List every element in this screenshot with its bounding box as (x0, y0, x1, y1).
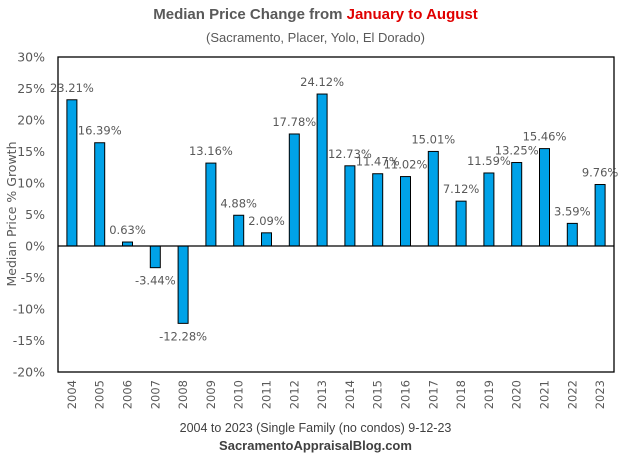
bar (205, 162, 217, 247)
chart-title: Median Price Change from January to Augu… (0, 6, 631, 23)
plot-frame (57, 56, 615, 373)
data-label: 3.59% (554, 204, 591, 218)
y-tick-label: -20% (13, 365, 45, 380)
data-label: 11.47% (356, 155, 400, 169)
x-tick-label: 2022 (565, 380, 579, 409)
y-tick-label: 30% (17, 50, 45, 65)
y-tick-label: 0% (25, 239, 45, 254)
data-label: 23.21% (50, 81, 94, 95)
x-tick-label: 2005 (93, 380, 107, 409)
bars (66, 93, 606, 324)
x-tick-label: 2009 (204, 380, 218, 409)
x-tick-label: 2018 (454, 380, 468, 409)
x-tick-label: 2012 (287, 380, 301, 409)
data-label: 24.12% (300, 75, 344, 89)
data-label: 0.63% (109, 223, 146, 237)
x-tick-label: 2020 (510, 380, 524, 409)
data-label: 15.01% (411, 132, 455, 146)
data-label: -3.44% (135, 274, 176, 288)
y-axis-label: Median Price % Growth (4, 141, 19, 286)
data-label: 11.02% (384, 158, 428, 172)
bar (66, 99, 78, 247)
chart-subtitle: (Sacramento, Placer, Yolo, El Dorado) (206, 30, 425, 45)
bar (539, 148, 550, 247)
x-tick-label: 2011 (260, 380, 274, 409)
bar (455, 200, 467, 247)
data-labels: 23.21% 16.39% 0.63% -3.44% -12.28% 13.16% 4.88… (50, 75, 618, 343)
data-label: 7.12% (443, 182, 480, 196)
x-tick-label: 2016 (399, 380, 413, 409)
x-tick-label: 2006 (121, 380, 135, 409)
bar (427, 150, 439, 247)
bar (400, 176, 411, 247)
bar (288, 133, 300, 247)
bar (566, 222, 578, 247)
y-tick-label: 5% (25, 207, 45, 222)
data-label: -12.28% (159, 329, 207, 343)
data-label: 17.78% (272, 115, 316, 129)
y-tick-label: 25% (17, 81, 45, 96)
y-tick-label: 20% (17, 113, 45, 128)
bar (344, 165, 356, 247)
chart-title-highlight: January to August (346, 6, 478, 23)
bar (149, 245, 161, 269)
data-label: 13.25% (495, 144, 539, 158)
y-tick-label: -10% (13, 302, 45, 317)
bar (594, 184, 606, 247)
data-label: 15.46% (523, 130, 567, 144)
y-tick-label: 15% (17, 144, 45, 159)
x-tick-label: 2013 (315, 380, 329, 409)
source-credit: SacramentoAppraisalBlog.com (219, 438, 412, 453)
x-tick-label: 2004 (65, 380, 79, 409)
x-tick-label: 2007 (148, 380, 162, 409)
bar (511, 162, 523, 247)
y-tick-label: -5% (21, 270, 45, 285)
x-tick-label: 2023 (593, 380, 607, 409)
x-axis-ticks: 2004 2005 2006 2007 2008 2009 2010 2011 2012 2013… (65, 380, 607, 409)
data-label: 9.76% (582, 166, 619, 180)
data-label: 12.73% (328, 147, 372, 161)
y-tick-label: -15% (13, 333, 45, 348)
x-tick-label: 2014 (343, 380, 357, 409)
y-tick-label: 10% (17, 176, 45, 191)
x-tick-label: 2015 (371, 380, 385, 409)
chart-title-prefix: Median Price Change from (153, 6, 347, 23)
bar (261, 232, 272, 247)
y-axis-ticks: 30% 25% 20% 15% 10% 5% 0% -5% -10% -15% -20% (13, 50, 45, 380)
x-tick-label: 2017 (426, 380, 440, 409)
x-tick-label: 2010 (232, 380, 246, 409)
data-label: 2.09% (248, 214, 285, 228)
data-label: 4.88% (220, 196, 257, 210)
data-label: 16.39% (78, 124, 122, 138)
x-tick-label: 2008 (176, 380, 190, 409)
bar (483, 172, 495, 247)
bar (94, 142, 106, 247)
bar (233, 214, 245, 247)
bar (316, 93, 328, 247)
x-axis-title: 2004 to 2023 (Single Family (no condos) … (179, 421, 452, 435)
data-label: 13.16% (189, 144, 233, 158)
bar (177, 245, 189, 324)
x-tick-label: 2021 (538, 380, 552, 409)
bar (372, 173, 384, 247)
x-tick-label: 2019 (482, 380, 496, 409)
data-label: 11.59% (467, 154, 511, 168)
